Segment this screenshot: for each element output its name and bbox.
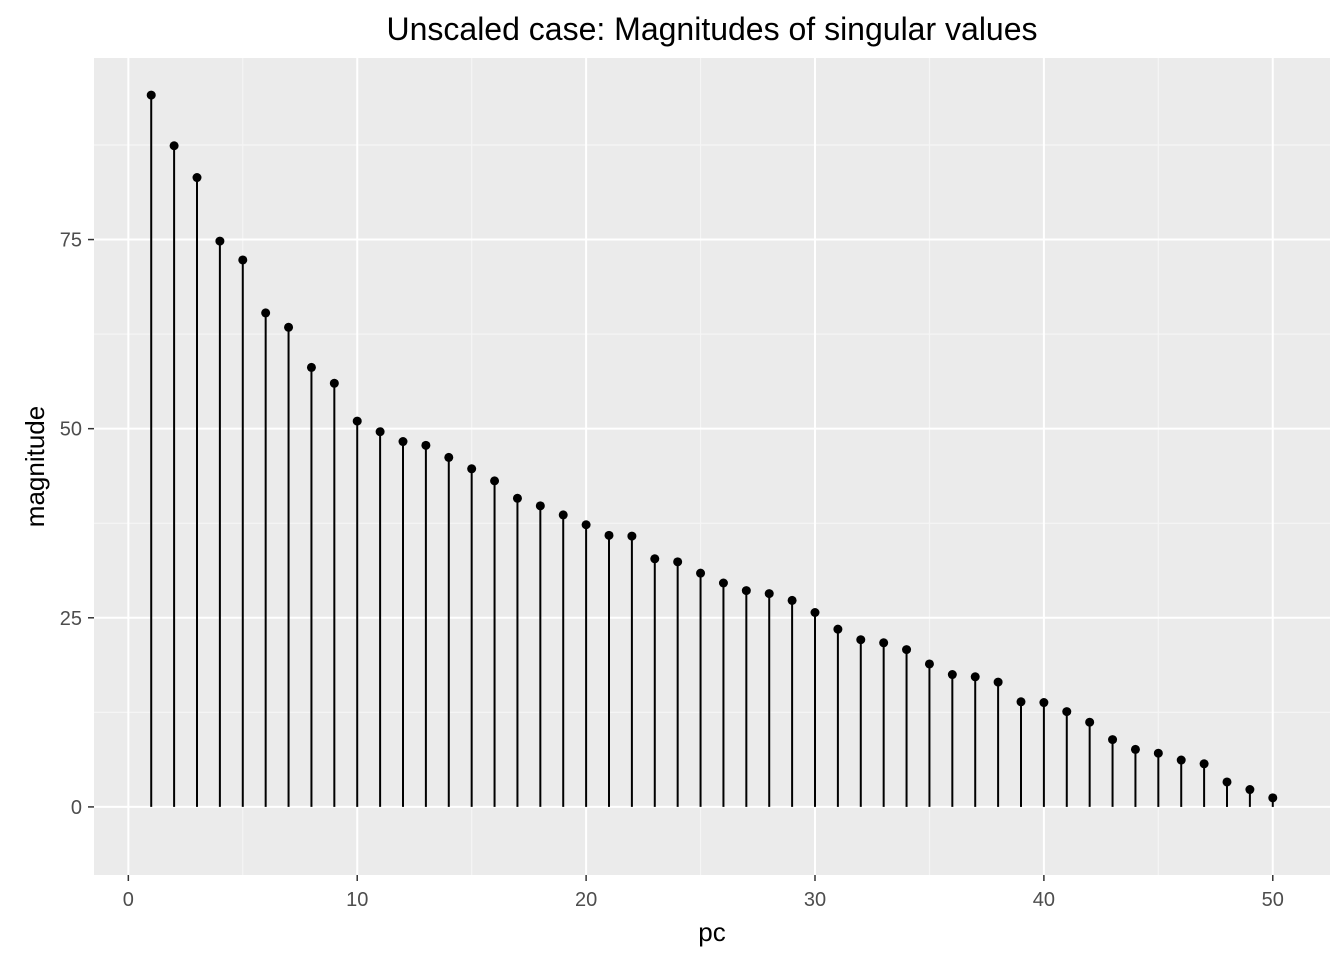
data-point bbox=[490, 476, 500, 486]
data-point bbox=[238, 255, 248, 265]
y-axis-title: magnitude bbox=[20, 406, 50, 527]
data-point bbox=[902, 645, 912, 655]
x-tick-label: 10 bbox=[346, 889, 368, 911]
data-point bbox=[1108, 735, 1118, 745]
plot-panel bbox=[94, 58, 1330, 875]
x-axis: 0 10 20 30 40 50 bbox=[123, 875, 1284, 911]
data-point bbox=[1268, 793, 1278, 803]
data-point bbox=[947, 670, 957, 680]
data-point bbox=[1062, 707, 1072, 717]
data-point bbox=[879, 638, 889, 648]
data-point bbox=[787, 595, 797, 605]
minor-gridlines bbox=[94, 58, 1330, 875]
data-point bbox=[512, 493, 522, 503]
x-tick-label: 50 bbox=[1262, 889, 1284, 911]
data-point bbox=[604, 530, 614, 540]
data-point bbox=[741, 586, 751, 596]
y-tick-label: 25 bbox=[60, 608, 82, 630]
data-point bbox=[352, 416, 362, 426]
data-point bbox=[558, 510, 568, 520]
x-axis-title: pc bbox=[698, 917, 725, 947]
data-points bbox=[146, 90, 1278, 803]
data-point bbox=[856, 635, 866, 645]
data-point bbox=[1176, 755, 1186, 765]
y-tick-label: 50 bbox=[60, 419, 82, 441]
data-point bbox=[970, 672, 980, 682]
data-point bbox=[764, 589, 774, 599]
data-point bbox=[627, 531, 637, 541]
x-tick-label: 20 bbox=[575, 889, 597, 911]
data-point bbox=[535, 501, 545, 511]
y-tick-label: 0 bbox=[71, 797, 82, 819]
data-point bbox=[215, 236, 225, 246]
data-point bbox=[1245, 785, 1255, 795]
data-point bbox=[833, 624, 843, 634]
y-axis: 0 25 50 75 bbox=[60, 230, 94, 819]
data-point bbox=[169, 141, 179, 151]
data-point bbox=[924, 659, 934, 669]
data-point bbox=[306, 362, 316, 372]
data-point bbox=[1130, 744, 1140, 754]
x-tick-label: 30 bbox=[804, 889, 826, 911]
data-point bbox=[718, 578, 728, 588]
data-point bbox=[146, 90, 156, 100]
data-point bbox=[329, 378, 339, 388]
stem-lines bbox=[150, 95, 1274, 807]
data-point bbox=[1153, 748, 1163, 758]
x-tick-label: 0 bbox=[123, 889, 134, 911]
data-point bbox=[810, 608, 820, 618]
data-point bbox=[261, 308, 271, 318]
data-point bbox=[192, 173, 202, 183]
data-point bbox=[467, 464, 477, 474]
chart-title: Unscaled case: Magnitudes of singular va… bbox=[386, 11, 1037, 47]
data-point bbox=[1222, 777, 1232, 787]
data-point bbox=[444, 452, 454, 462]
data-point bbox=[993, 677, 1003, 687]
data-point bbox=[421, 440, 431, 450]
data-point bbox=[581, 520, 591, 530]
data-point bbox=[284, 322, 294, 332]
data-point bbox=[673, 557, 683, 567]
data-point bbox=[1039, 698, 1049, 708]
data-point bbox=[398, 437, 408, 447]
y-tick-label: 75 bbox=[60, 230, 82, 252]
data-point bbox=[1016, 697, 1026, 707]
data-point bbox=[1199, 759, 1209, 769]
data-point bbox=[1085, 717, 1095, 727]
data-point bbox=[696, 568, 706, 578]
data-point bbox=[650, 554, 660, 564]
data-point bbox=[375, 427, 385, 437]
x-tick-label: 40 bbox=[1033, 889, 1055, 911]
